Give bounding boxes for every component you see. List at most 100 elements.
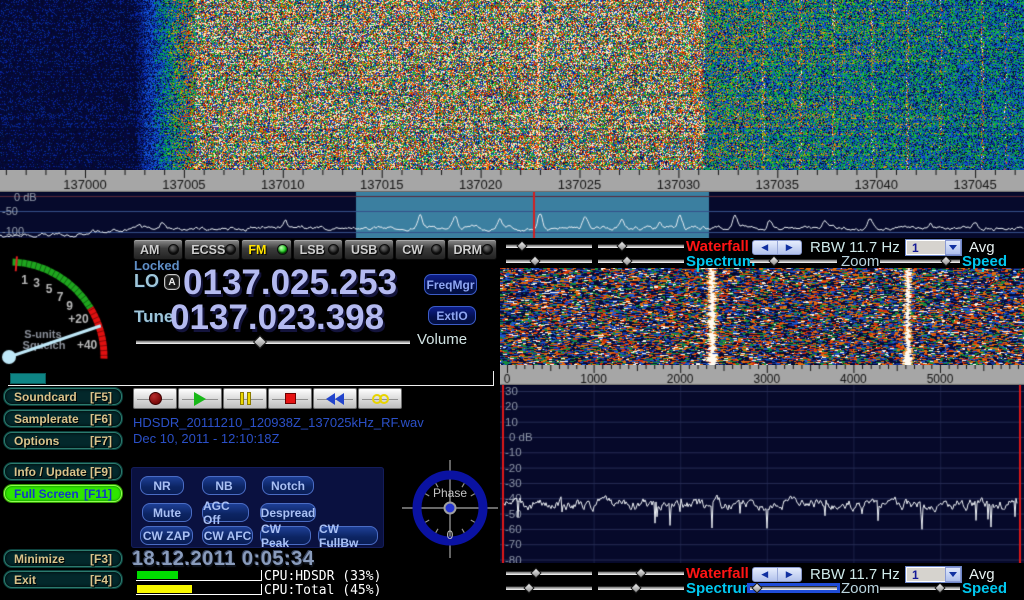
loop-button[interactable] bbox=[358, 388, 402, 409]
cw-peak-button[interactable]: CW Peak bbox=[260, 522, 311, 550]
info-update-button[interactable]: Info / Update [F9] bbox=[4, 463, 122, 480]
exit-button[interactable]: Exit [F4] bbox=[4, 571, 122, 588]
top_bar-spectrum-contrast-slider-thumb[interactable] bbox=[620, 255, 633, 267]
top_bar-zoom-slider[interactable] bbox=[750, 255, 837, 267]
side-button-key: [F4] bbox=[90, 572, 112, 587]
top_bar-avg-dropdown[interactable]: 1 bbox=[905, 239, 962, 256]
volume-slider[interactable] bbox=[136, 334, 410, 350]
samplerate-button[interactable]: Samplerate [F6] bbox=[4, 410, 122, 427]
squelch-level-bar[interactable] bbox=[8, 371, 494, 386]
agc-off-button[interactable]: AGC Off bbox=[202, 499, 249, 527]
bottom_bar-spectrum-contrast-slider[interactable] bbox=[598, 582, 684, 594]
top_bar-waterfall-contrast-slider-thumb[interactable] bbox=[616, 240, 628, 252]
main-frequency-scale[interactable] bbox=[0, 170, 1024, 192]
squelch-level-fill bbox=[10, 373, 46, 384]
soundcard-button[interactable]: Soundcard [F5] bbox=[4, 388, 122, 405]
top_bar-spectrum-contrast-slider-track bbox=[598, 259, 684, 263]
top_bar-zoom-label: Zoom bbox=[841, 253, 880, 270]
top_bar-waterfall-brightness-slider-thumb[interactable] bbox=[515, 240, 528, 252]
top_bar-speed-slider-thumb[interactable] bbox=[940, 255, 952, 267]
full-screen-button[interactable]: Full Screen [F11] bbox=[4, 485, 122, 502]
zoomed-spectrum-display[interactable] bbox=[500, 385, 1024, 563]
rewind-button[interactable] bbox=[313, 388, 357, 409]
side-button-key: [F7] bbox=[90, 433, 112, 448]
bottom_bar-spinner-right-arrow-icon[interactable]: ▶ bbox=[785, 569, 793, 579]
overview-spectrum-display[interactable] bbox=[0, 192, 1024, 238]
mute-button[interactable]: Mute bbox=[142, 503, 192, 522]
mode-button-drm[interactable]: DRM bbox=[446, 239, 497, 260]
play-icon bbox=[194, 391, 206, 406]
bottom_bar-waterfall-brightness-slider-thumb[interactable] bbox=[530, 567, 542, 579]
options-button[interactable]: Options [F7] bbox=[4, 432, 122, 449]
nb-button[interactable]: NB bbox=[202, 476, 246, 495]
top_bar-waterfall-contrast-slider[interactable] bbox=[598, 240, 684, 252]
bottom_bar-spectrum-contrast-slider-thumb[interactable] bbox=[630, 582, 643, 594]
cpu-total-fill bbox=[137, 585, 193, 593]
bottom_bar-spectrum-brightness-slider[interactable] bbox=[506, 582, 592, 594]
freqmgr-button[interactable]: FreqMgr bbox=[424, 274, 477, 295]
cpu-hdsdr-fill bbox=[137, 571, 178, 579]
bottom_bar-spectrum-brightness-slider-thumb[interactable] bbox=[523, 582, 535, 594]
bottom_bar-frequency-spinner[interactable]: ◀ ▶ bbox=[752, 567, 802, 582]
extio-button[interactable]: ExtIO bbox=[428, 306, 476, 325]
top_bar-spinner-left-arrow-icon[interactable]: ◀ bbox=[753, 241, 778, 254]
top_bar-speed-slider[interactable] bbox=[880, 255, 960, 267]
cw-fullbw-button[interactable]: CW FullBw bbox=[318, 522, 378, 550]
top_bar-spectrum-brightness-slider-thumb[interactable] bbox=[528, 255, 541, 267]
mode-button-label: USB bbox=[350, 242, 378, 257]
cw-afc-button[interactable]: CW AFC bbox=[202, 526, 253, 545]
mode-led-on-icon bbox=[276, 244, 288, 255]
cpu-total-label: CPU:Total (45%) bbox=[264, 583, 382, 598]
top_bar-spectrum-brightness-slider[interactable] bbox=[506, 255, 592, 267]
top_bar-zoom-slider-thumb[interactable] bbox=[768, 255, 780, 267]
tune-frequency-display[interactable]: 0137.023.398 bbox=[170, 298, 385, 337]
volume-slider-thumb[interactable] bbox=[253, 334, 268, 350]
bottom_bar-waterfall-contrast-slider-thumb[interactable] bbox=[635, 567, 647, 579]
main-waterfall-display[interactable] bbox=[0, 0, 1024, 170]
bottom_bar-avg-dropdown[interactable]: 1 bbox=[905, 566, 962, 583]
side-button-key: [F3] bbox=[90, 551, 112, 566]
bottom_bar-spectrum-brightness-slider-track bbox=[506, 586, 592, 590]
play-button[interactable] bbox=[178, 388, 222, 409]
record-button[interactable] bbox=[133, 388, 177, 409]
minimize-button[interactable]: Minimize [F3] bbox=[4, 550, 122, 567]
lo-auto-badge[interactable]: A bbox=[164, 274, 180, 290]
zoomed-waterfall-display[interactable] bbox=[500, 268, 1024, 365]
bottom_bar-spinner-left-arrow-icon[interactable]: ◀ bbox=[753, 568, 778, 581]
mode-button-usb[interactable]: USB bbox=[343, 239, 395, 260]
cw-zap-button[interactable]: CW ZAP bbox=[140, 526, 193, 545]
top_bar-spectrum-label: Spectrum bbox=[686, 253, 756, 270]
bottom_bar-zoom-slider-thumb[interactable] bbox=[750, 582, 763, 594]
mode-button-lsb[interactable]: LSB bbox=[292, 239, 343, 260]
locked-status[interactable]: Locked bbox=[134, 258, 180, 273]
nr-button[interactable]: NR bbox=[140, 476, 184, 495]
lo-frequency-display[interactable]: 0137.025.253 bbox=[183, 263, 398, 302]
volume-label: Volume bbox=[417, 331, 468, 348]
top_bar-waterfall-brightness-slider[interactable] bbox=[506, 240, 592, 252]
stop-button[interactable] bbox=[268, 388, 312, 409]
top_bar-frequency-spinner[interactable]: ◀ ▶ bbox=[752, 240, 802, 255]
bottom_bar-avg-dropdown-button[interactable] bbox=[945, 567, 961, 582]
zoomed-frequency-scale[interactable] bbox=[500, 365, 1024, 385]
top_bar-spinner-right-arrow-icon[interactable]: ▶ bbox=[785, 242, 793, 252]
bottom_bar-zoom-slider[interactable] bbox=[747, 582, 840, 594]
mode-button-row: AM ECSS FM LSB USB CW DRM bbox=[133, 239, 497, 260]
notch-button[interactable]: Notch bbox=[262, 476, 314, 495]
top_bar-spectrum-contrast-slider[interactable] bbox=[598, 255, 684, 267]
mode-button-am[interactable]: AM bbox=[133, 239, 184, 260]
mode-button-cw[interactable]: CW bbox=[395, 239, 446, 260]
bottom_bar-speed-slider[interactable] bbox=[880, 582, 960, 594]
pause-button[interactable] bbox=[223, 388, 267, 409]
chevron-down-icon bbox=[949, 572, 957, 577]
bottom_bar-waterfall-brightness-slider[interactable] bbox=[506, 567, 592, 579]
side-button-key: [F11] bbox=[83, 486, 112, 501]
bottom_bar-waterfall-contrast-slider[interactable] bbox=[598, 567, 684, 579]
side-button-label: Soundcard bbox=[14, 389, 77, 404]
mode-button-fm[interactable]: FM bbox=[241, 239, 292, 260]
mode-button-ecss[interactable]: ECSS bbox=[184, 239, 241, 260]
top_bar-avg-dropdown-button[interactable] bbox=[945, 240, 961, 255]
bottom_bar-speed-slider-thumb[interactable] bbox=[933, 582, 946, 594]
despread-button[interactable]: Despread bbox=[260, 503, 316, 522]
mode-led-off-icon bbox=[482, 244, 493, 255]
record-icon bbox=[148, 392, 162, 405]
